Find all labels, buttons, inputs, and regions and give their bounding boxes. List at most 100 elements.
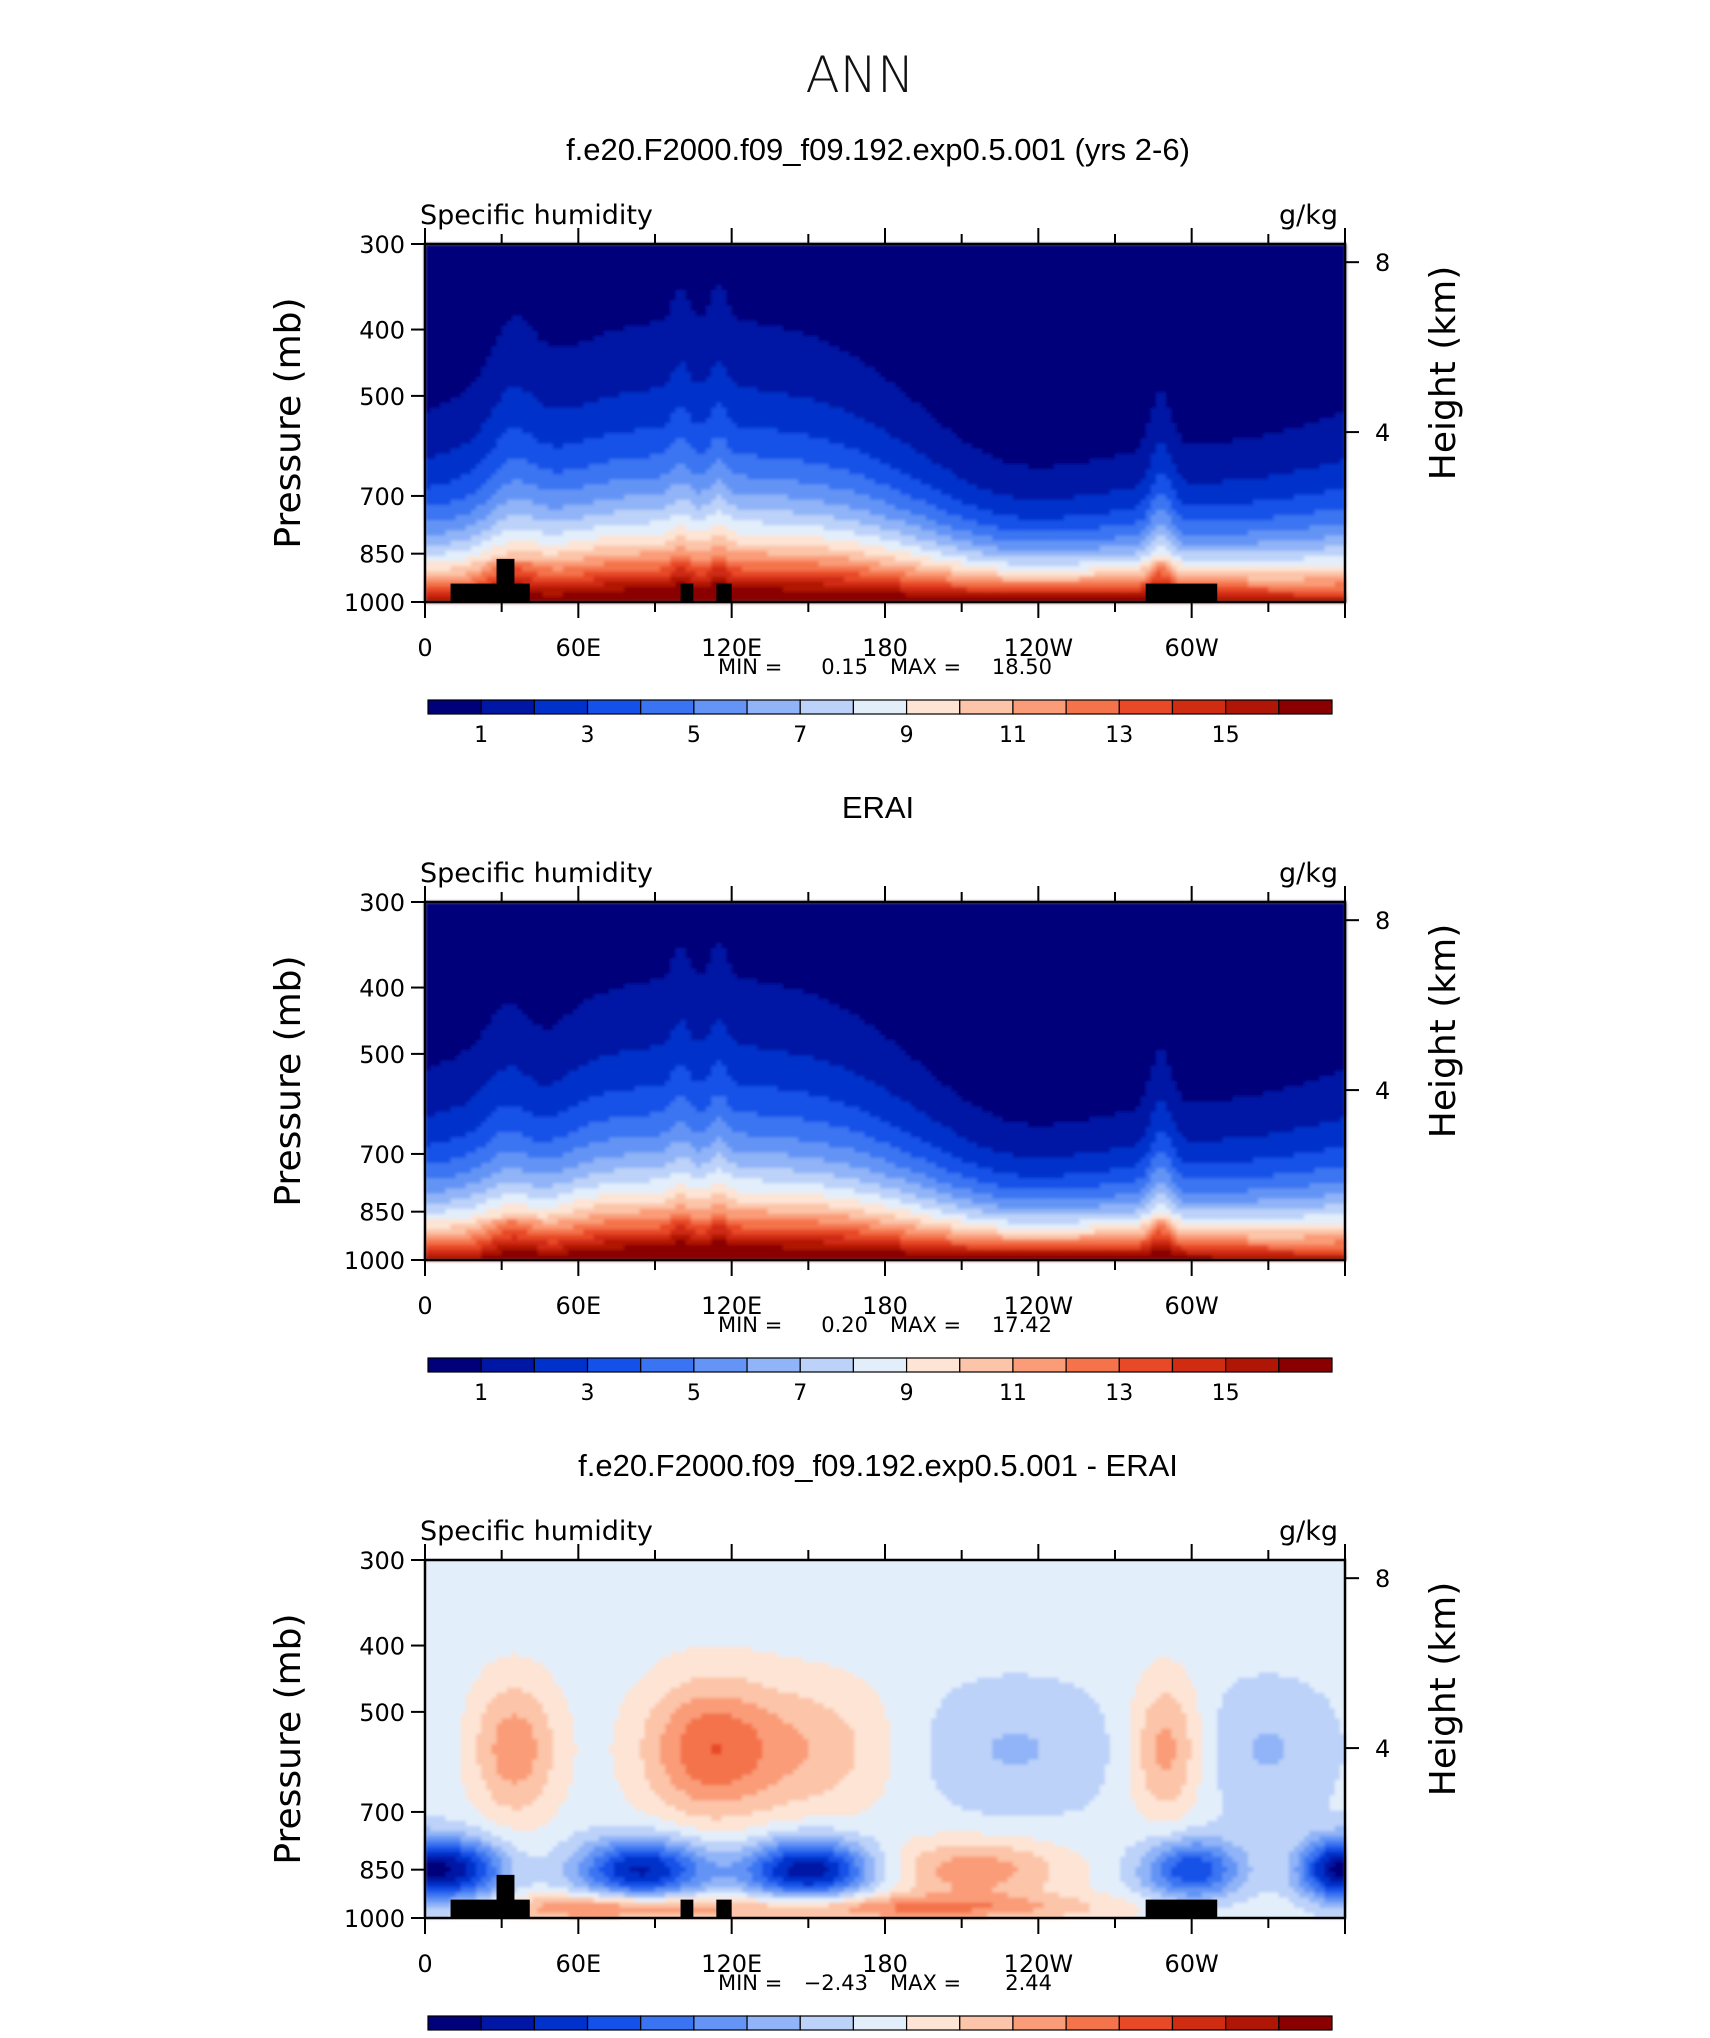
colorbar-swatch (1012, 1357, 1067, 1373)
colorbar-swatch (586, 2015, 642, 2031)
y-axis-title: Pressure (mb) (268, 297, 309, 548)
colorbar-swatch (905, 699, 961, 715)
colorbar-label: 7 (793, 723, 807, 748)
x-tick-label: 120E (701, 1950, 762, 1978)
colorbar-swatch (427, 1357, 482, 1373)
colorbar-swatch (480, 2015, 535, 2031)
panel-title: ERAI (842, 790, 914, 825)
y-right-axis-title: Height (km) (1423, 924, 1464, 1138)
heatmap-field (425, 244, 1346, 603)
max-value: 17.42 (992, 1313, 1052, 1337)
colorbar-swatch (640, 1357, 695, 1373)
colorbar-label: 9 (900, 1381, 914, 1406)
colorbar-swatch (1118, 699, 1174, 715)
x-tick-label: 0 (417, 634, 432, 662)
colorbar-label: 11 (999, 723, 1027, 748)
min-label: MIN = (718, 655, 782, 679)
chart-panel-3: f.e20.F2000.f09_f09.192.exp0.5.001 - ERA… (268, 1448, 1464, 2031)
colorbar-swatch (959, 699, 1014, 715)
colorbar-swatch (586, 1357, 642, 1373)
x-tick-label: 60E (555, 1292, 601, 1320)
colorbar-swatch (1225, 699, 1280, 715)
colorbar-swatch (1278, 2015, 1333, 2031)
y-axis-title: Pressure (mb) (268, 1613, 309, 1864)
colorbar-swatch (640, 699, 695, 715)
panel-title: f.e20.F2000.f09_f09.192.exp0.5.001 - ERA… (578, 1448, 1178, 1483)
colorbar-swatch (746, 699, 801, 715)
max-label: MAX = (890, 1971, 961, 1995)
colorbar-label: 13 (1105, 723, 1133, 748)
y-right-axis-title: Height (km) (1423, 266, 1464, 480)
colorbar-swatch (1278, 699, 1333, 715)
colorbar-swatch (533, 1357, 589, 1373)
units-label: g/kg (1279, 1516, 1338, 1547)
land-mask (450, 1874, 1218, 1918)
y-tick-label: 400 (359, 1633, 405, 1661)
land-mask (450, 558, 1218, 602)
x-tick-label: 60E (555, 634, 601, 662)
y-tick-label: 850 (359, 541, 405, 569)
colorbar-swatch (1225, 1357, 1280, 1373)
x-tick-label: 120E (701, 634, 762, 662)
y-right-tick-label: 4 (1375, 1735, 1390, 1763)
colorbar-label: 1 (474, 723, 488, 748)
colorbar-swatch (905, 1357, 961, 1373)
colorbar-swatch (799, 2015, 855, 2031)
colorbar-label: 7 (793, 1381, 807, 1406)
colorbar-label: 5 (687, 723, 701, 748)
colorbar-swatch (799, 1357, 855, 1373)
units-label: g/kg (1279, 200, 1338, 231)
y-tick-label: 850 (359, 1199, 405, 1227)
colorbar-swatch (427, 2015, 482, 2031)
y-tick-label: 850 (359, 1857, 405, 1885)
x-tick-label: 180 (862, 1950, 908, 1978)
max-value: 18.50 (992, 655, 1052, 679)
colorbar-swatch (533, 2015, 589, 2031)
colorbar-swatch (693, 699, 748, 715)
colorbar: 1 3 5 7 9 11 13 15 (427, 1357, 1333, 1406)
x-tick-label: 120E (701, 1292, 762, 1320)
y-tick-label: 700 (359, 1141, 405, 1169)
y-tick-label: 1000 (344, 589, 405, 617)
min-value: 0.20 (821, 1313, 868, 1337)
colorbar-swatch (799, 699, 855, 715)
page-title: ANN (805, 46, 914, 104)
colorbar-label: 9 (900, 723, 914, 748)
x-tick-label: 120W (1004, 1950, 1074, 1978)
min-value: −2.43 (804, 1971, 868, 1995)
colorbar-swatch (1012, 699, 1067, 715)
colorbar-swatch (1278, 1357, 1333, 1373)
y-tick-label: 300 (359, 231, 405, 259)
colorbar-swatch (1118, 2015, 1174, 2031)
chart-panel-1: f.e20.F2000.f09_f09.192.exp0.5.001 (yrs … (268, 132, 1464, 748)
x-tick-label: 60W (1165, 1292, 1219, 1320)
x-tick-label: 120W (1004, 634, 1074, 662)
y-tick-label: 500 (359, 1041, 405, 1069)
colorbar-swatch (746, 1357, 801, 1373)
colorbar-swatch (480, 1357, 535, 1373)
colorbar-label: 3 (581, 1381, 595, 1406)
x-tick-label: 120W (1004, 1292, 1074, 1320)
panel-title: f.e20.F2000.f09_f09.192.exp0.5.001 (yrs … (566, 132, 1190, 167)
heatmap-field (425, 902, 1346, 1261)
x-tick-label: 60W (1165, 634, 1219, 662)
colorbar-swatch (1171, 2015, 1227, 2031)
colorbar-swatch (640, 2015, 695, 2031)
x-tick-label: 180 (862, 1292, 908, 1320)
variable-label: Specific humidity (420, 1516, 653, 1547)
colorbar-swatch (746, 2015, 801, 2031)
variable-label: Specific humidity (420, 858, 653, 889)
y-tick-label: 1000 (344, 1905, 405, 1933)
colorbar-label: 5 (687, 1381, 701, 1406)
y-right-tick-label: 4 (1375, 419, 1390, 447)
colorbar: −1.5−0.9−0.300.30.91.5 (427, 2015, 1333, 2031)
y-right-tick-label: 8 (1375, 907, 1390, 935)
y-axis-title: Pressure (mb) (268, 955, 309, 1206)
variable-label: Specific humidity (420, 200, 653, 231)
colorbar-swatch (586, 699, 642, 715)
colorbar-label: 1 (474, 1381, 488, 1406)
colorbar-swatch (905, 2015, 961, 2031)
colorbar-label: 15 (1212, 723, 1240, 748)
colorbar-swatch (693, 1357, 748, 1373)
